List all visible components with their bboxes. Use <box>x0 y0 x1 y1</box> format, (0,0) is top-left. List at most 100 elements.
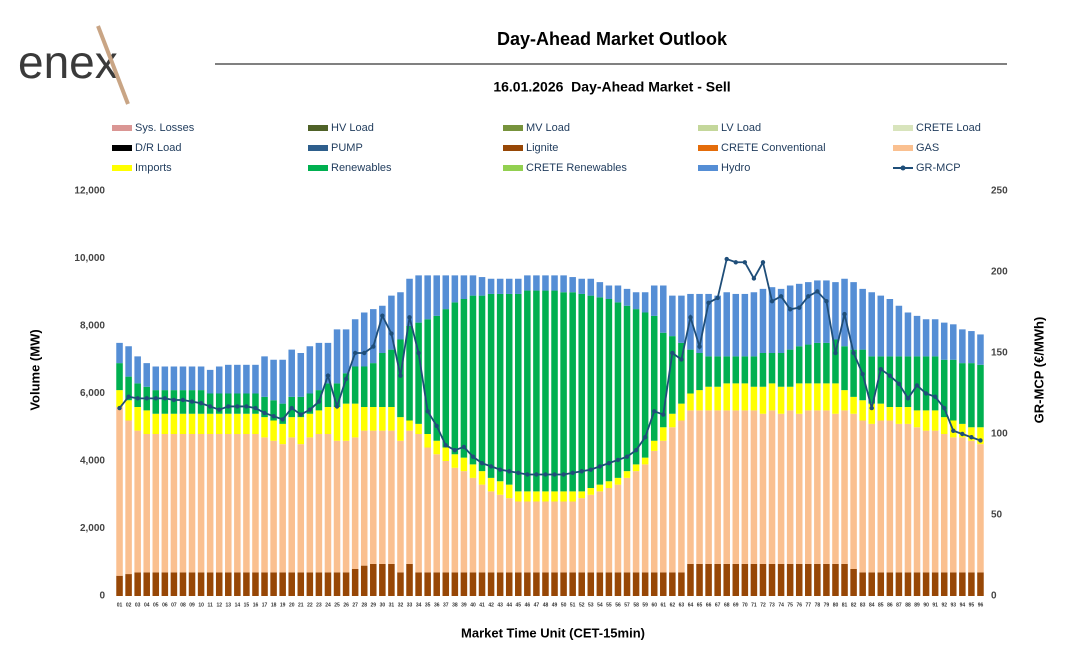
y2-axis-label: GR-MCP (€/MWh) <box>1031 317 1046 424</box>
bar-segment <box>795 383 803 414</box>
bar-segment <box>768 563 776 596</box>
chart-subtitle: 16.01.2026 Day-Ahead Market - Sell <box>493 79 730 95</box>
line-marker <box>198 401 204 406</box>
bar-segment <box>678 572 685 596</box>
bar-segment <box>578 293 585 492</box>
bar-segment <box>469 275 477 296</box>
bar-segment <box>895 407 903 424</box>
bar-segment <box>587 295 595 488</box>
bar-segment <box>859 572 866 596</box>
bar-segment <box>478 277 486 296</box>
line-marker <box>352 350 358 356</box>
y-tick-label: 6,000 <box>80 388 105 399</box>
bar-segment <box>370 309 377 364</box>
bar-segment <box>614 484 622 573</box>
bar-segment <box>614 477 622 485</box>
x-tick-label: 52 <box>579 602 585 608</box>
bar-segment <box>225 393 232 414</box>
x-tick-label: 07 <box>171 602 177 608</box>
bar-segment <box>125 400 132 421</box>
bar-segment <box>234 413 241 434</box>
x-tick-label: 69 <box>733 602 739 608</box>
x-tick-label: 38 <box>452 602 458 608</box>
bar-segment <box>850 396 857 414</box>
bar-segment <box>496 572 504 596</box>
line-marker <box>851 350 856 356</box>
bar-segment <box>968 363 975 428</box>
x-tick-label: 71 <box>751 602 757 608</box>
bar-segment <box>197 366 205 391</box>
x-tick-label: 44 <box>506 602 512 608</box>
bar-segment <box>569 491 576 502</box>
bar-segment <box>116 407 123 576</box>
bar-segment <box>814 383 821 411</box>
bar-segment <box>505 293 513 485</box>
line-marker <box>969 435 974 440</box>
bar-segment <box>270 572 277 596</box>
bar-segment <box>714 563 721 596</box>
x-tick-label: 94 <box>960 602 966 608</box>
bar-segment <box>714 410 721 564</box>
legend-swatch <box>308 165 328 171</box>
bar-segment <box>252 434 259 573</box>
legend-label: CRETE Load <box>916 122 981 134</box>
bar-segment <box>877 420 885 573</box>
bar-segment <box>723 383 730 411</box>
bar-segment <box>732 383 740 411</box>
bar-segment <box>705 563 712 596</box>
bar-segment <box>487 278 495 294</box>
x-tick-label: 03 <box>135 602 141 608</box>
x-tick-label: 06 <box>162 602 168 608</box>
line-marker <box>588 467 593 472</box>
bar-segment <box>750 292 758 357</box>
legend-swatch <box>503 125 523 131</box>
bar-segment <box>777 353 785 387</box>
x-tick-label: 81 <box>842 602 848 608</box>
x-tick-label: 82 <box>851 602 857 608</box>
bar-segment <box>777 563 785 596</box>
bar-segment <box>723 292 730 357</box>
bar-segment <box>560 491 567 502</box>
x-tick-label: 48 <box>543 602 549 608</box>
bar-segment <box>759 288 767 353</box>
bar-segment <box>388 295 395 350</box>
bar-segment <box>741 356 749 384</box>
bar-segment <box>161 434 169 573</box>
bar-segment <box>351 366 359 404</box>
line-marker <box>235 404 240 409</box>
bar-segment <box>424 275 431 320</box>
line-marker <box>507 469 512 474</box>
bar-segment <box>750 410 758 564</box>
legend-label: Imports <box>135 162 172 174</box>
bar-segment <box>850 413 857 569</box>
x-tick-label: 47 <box>534 602 540 608</box>
bar-segment <box>261 417 268 438</box>
bar-segment <box>660 427 667 441</box>
bar-segment <box>406 278 413 326</box>
x-tick-label: 10 <box>198 602 204 608</box>
bar-segment <box>252 393 259 414</box>
bar-segment <box>515 501 522 573</box>
bar-segment <box>904 572 912 596</box>
bar-segment <box>342 572 350 596</box>
legend-label: GAS <box>916 142 939 154</box>
x-tick-label: 79 <box>824 602 830 608</box>
bar-segment <box>270 359 277 401</box>
x-tick-label: 92 <box>941 602 947 608</box>
line-marker <box>842 311 847 317</box>
legend-swatch <box>308 145 328 151</box>
line-marker <box>280 417 285 422</box>
chart-title: Day-Ahead Market Outlook <box>497 29 728 49</box>
x-tick-label: 08 <box>180 602 186 608</box>
bar-segment <box>940 359 948 418</box>
bar-segment <box>225 413 232 434</box>
bar-segment <box>959 437 966 573</box>
bar-segment <box>551 290 558 492</box>
bar-segment <box>288 572 295 596</box>
bar-segment <box>234 364 241 394</box>
bar-segment <box>696 390 703 411</box>
bar-segment <box>487 293 495 478</box>
bar-segment <box>977 444 984 573</box>
x-tick-label: 96 <box>978 602 984 608</box>
bar-segment <box>913 315 921 357</box>
